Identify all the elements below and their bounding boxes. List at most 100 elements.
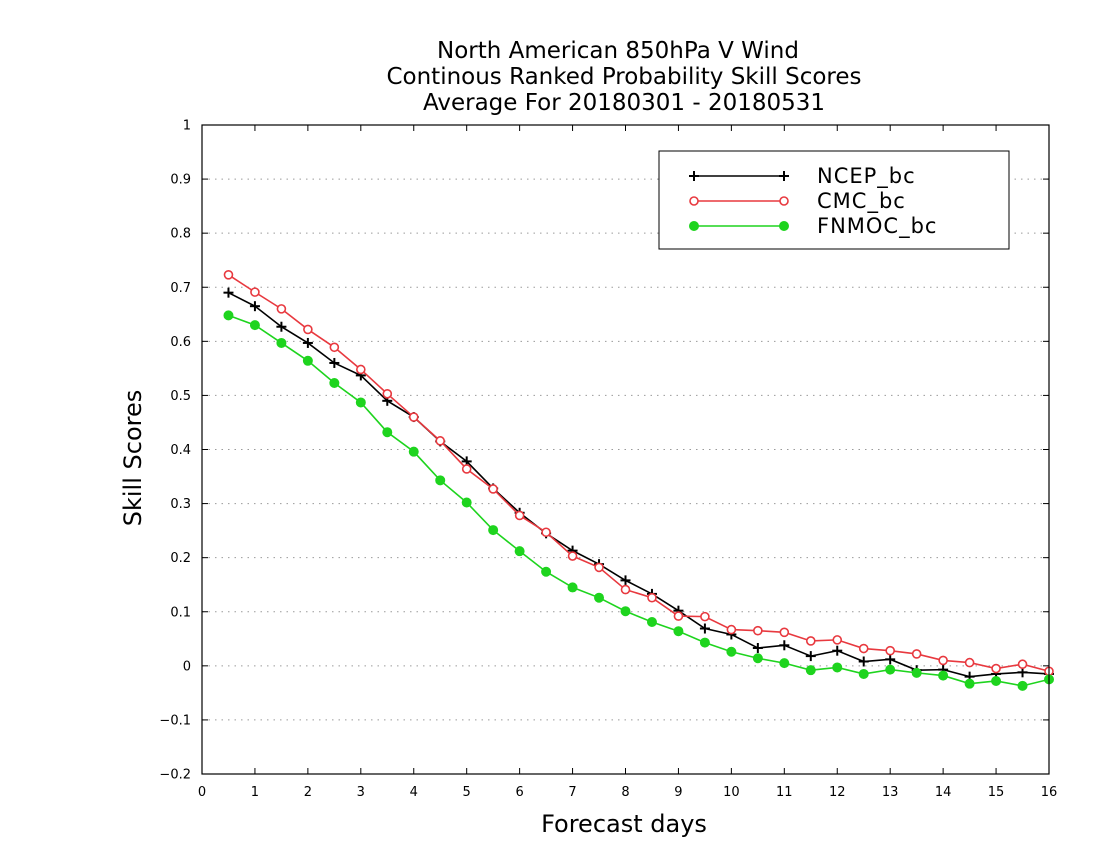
data-point — [1017, 659, 1028, 670]
data-point — [779, 640, 790, 651]
series-line — [228, 291, 1050, 678]
y-tick-label: 0.6 — [170, 335, 191, 350]
data-point — [779, 658, 790, 669]
x-tick-label: 7 — [568, 785, 576, 800]
data-point — [858, 656, 869, 667]
legend-box — [658, 150, 1010, 250]
legend-label: CMC_bc — [817, 189, 906, 214]
data-point — [832, 645, 843, 656]
x-tick-label: 1 — [251, 785, 259, 800]
data-point — [355, 397, 366, 408]
data-point — [726, 646, 737, 657]
x-tick-label: 14 — [935, 785, 952, 800]
y-tick-label: −0.1 — [159, 713, 191, 728]
data-point — [514, 510, 525, 521]
data-point — [408, 412, 419, 422]
data-point — [964, 657, 975, 668]
x-tick-label: 16 — [1041, 785, 1058, 800]
legend-marker — [689, 221, 699, 231]
data-point — [303, 324, 313, 335]
data-point — [329, 357, 340, 368]
data-point — [223, 270, 234, 280]
x-axis-ticks: 0 1 2 3 4 5 6 7 8 9 10 11 12 13 14 15 16 — [198, 125, 1057, 800]
x-tick-label: 0 — [198, 785, 206, 800]
x-tick-label: 8 — [621, 785, 629, 800]
x-tick-label: 9 — [674, 785, 682, 800]
x-tick-label: 15 — [988, 785, 1005, 800]
data-point — [488, 484, 498, 494]
data-point — [276, 337, 287, 348]
y-axis-label: Skill Scores — [119, 390, 147, 527]
y-tick-label: 0.8 — [170, 227, 191, 242]
data-point — [594, 562, 604, 573]
data-point — [620, 606, 631, 617]
data-point — [567, 582, 578, 593]
data-point — [885, 664, 896, 675]
data-point — [276, 321, 287, 332]
data-point — [911, 667, 922, 678]
chart-title-line-3: Average For 20180301 - 20180531 — [423, 90, 825, 116]
data-point — [805, 651, 816, 662]
y-tick-label: 0.3 — [170, 497, 191, 512]
data-point — [356, 364, 366, 375]
legend-marker — [779, 171, 789, 181]
legend-entry: FNMOC_bc — [689, 214, 936, 239]
data-point — [832, 662, 843, 673]
y-tick-label: 1 — [183, 119, 191, 134]
data-point — [435, 436, 446, 446]
data-point — [276, 304, 287, 314]
data-point — [408, 446, 419, 457]
legend-label: NCEP_bc — [817, 164, 916, 189]
x-tick-label: 3 — [357, 785, 365, 800]
data-point — [964, 678, 975, 689]
legend-marker — [689, 171, 699, 181]
data-point — [249, 320, 260, 331]
y-tick-label: 0.2 — [170, 551, 191, 566]
y-tick-label: 0.9 — [170, 173, 191, 188]
y-tick-label: 0.4 — [170, 443, 191, 458]
legend-marker — [689, 196, 699, 206]
data-point — [461, 464, 472, 474]
x-tick-label: 10 — [723, 785, 740, 800]
data-point — [805, 665, 816, 676]
data-point — [620, 584, 631, 595]
x-tick-label: 2 — [304, 785, 312, 800]
data-point — [249, 301, 260, 312]
data-point — [911, 649, 922, 659]
x-tick-label: 4 — [410, 785, 418, 800]
x-tick-label: 12 — [829, 785, 846, 800]
data-point — [805, 636, 816, 646]
y-tick-label: 0.7 — [170, 281, 191, 296]
data-point — [541, 527, 551, 538]
legend-entry: NCEP_bc — [689, 164, 916, 189]
y-tick-label: −0.2 — [159, 768, 191, 783]
chart-title-line-1: North American 850hPa V Wind — [437, 38, 799, 64]
data-point — [673, 626, 684, 637]
series-fnmoc-bc — [223, 310, 1054, 691]
data-point — [885, 645, 895, 656]
data-point — [885, 654, 896, 665]
x-tick-label: 5 — [463, 785, 471, 800]
data-point — [726, 624, 737, 635]
data-point — [223, 310, 234, 321]
y-tick-label: 0 — [183, 659, 191, 674]
series-layer — [223, 270, 1054, 691]
data-point — [647, 592, 657, 603]
data-point — [753, 625, 763, 636]
data-point — [250, 287, 260, 297]
data-point — [514, 546, 525, 557]
legend-marker — [779, 196, 789, 206]
data-point — [223, 287, 234, 298]
y-axis-ticks: −0.2 −0.1 0 0.1 0.2 0.3 0.4 0.5 0.6 0.7 0.8 0.9 1 — [159, 119, 1049, 783]
x-axis-label: Forecast days — [541, 810, 707, 838]
chart-title: North American 850hPa V Wind Continous R… — [386, 38, 861, 116]
data-point — [752, 642, 763, 653]
data-point — [991, 675, 1002, 686]
x-tick-label: 6 — [515, 785, 523, 800]
data-point — [1017, 680, 1028, 691]
y-tick-label: 0.5 — [170, 389, 191, 404]
data-point — [620, 575, 631, 586]
data-point — [541, 566, 552, 577]
